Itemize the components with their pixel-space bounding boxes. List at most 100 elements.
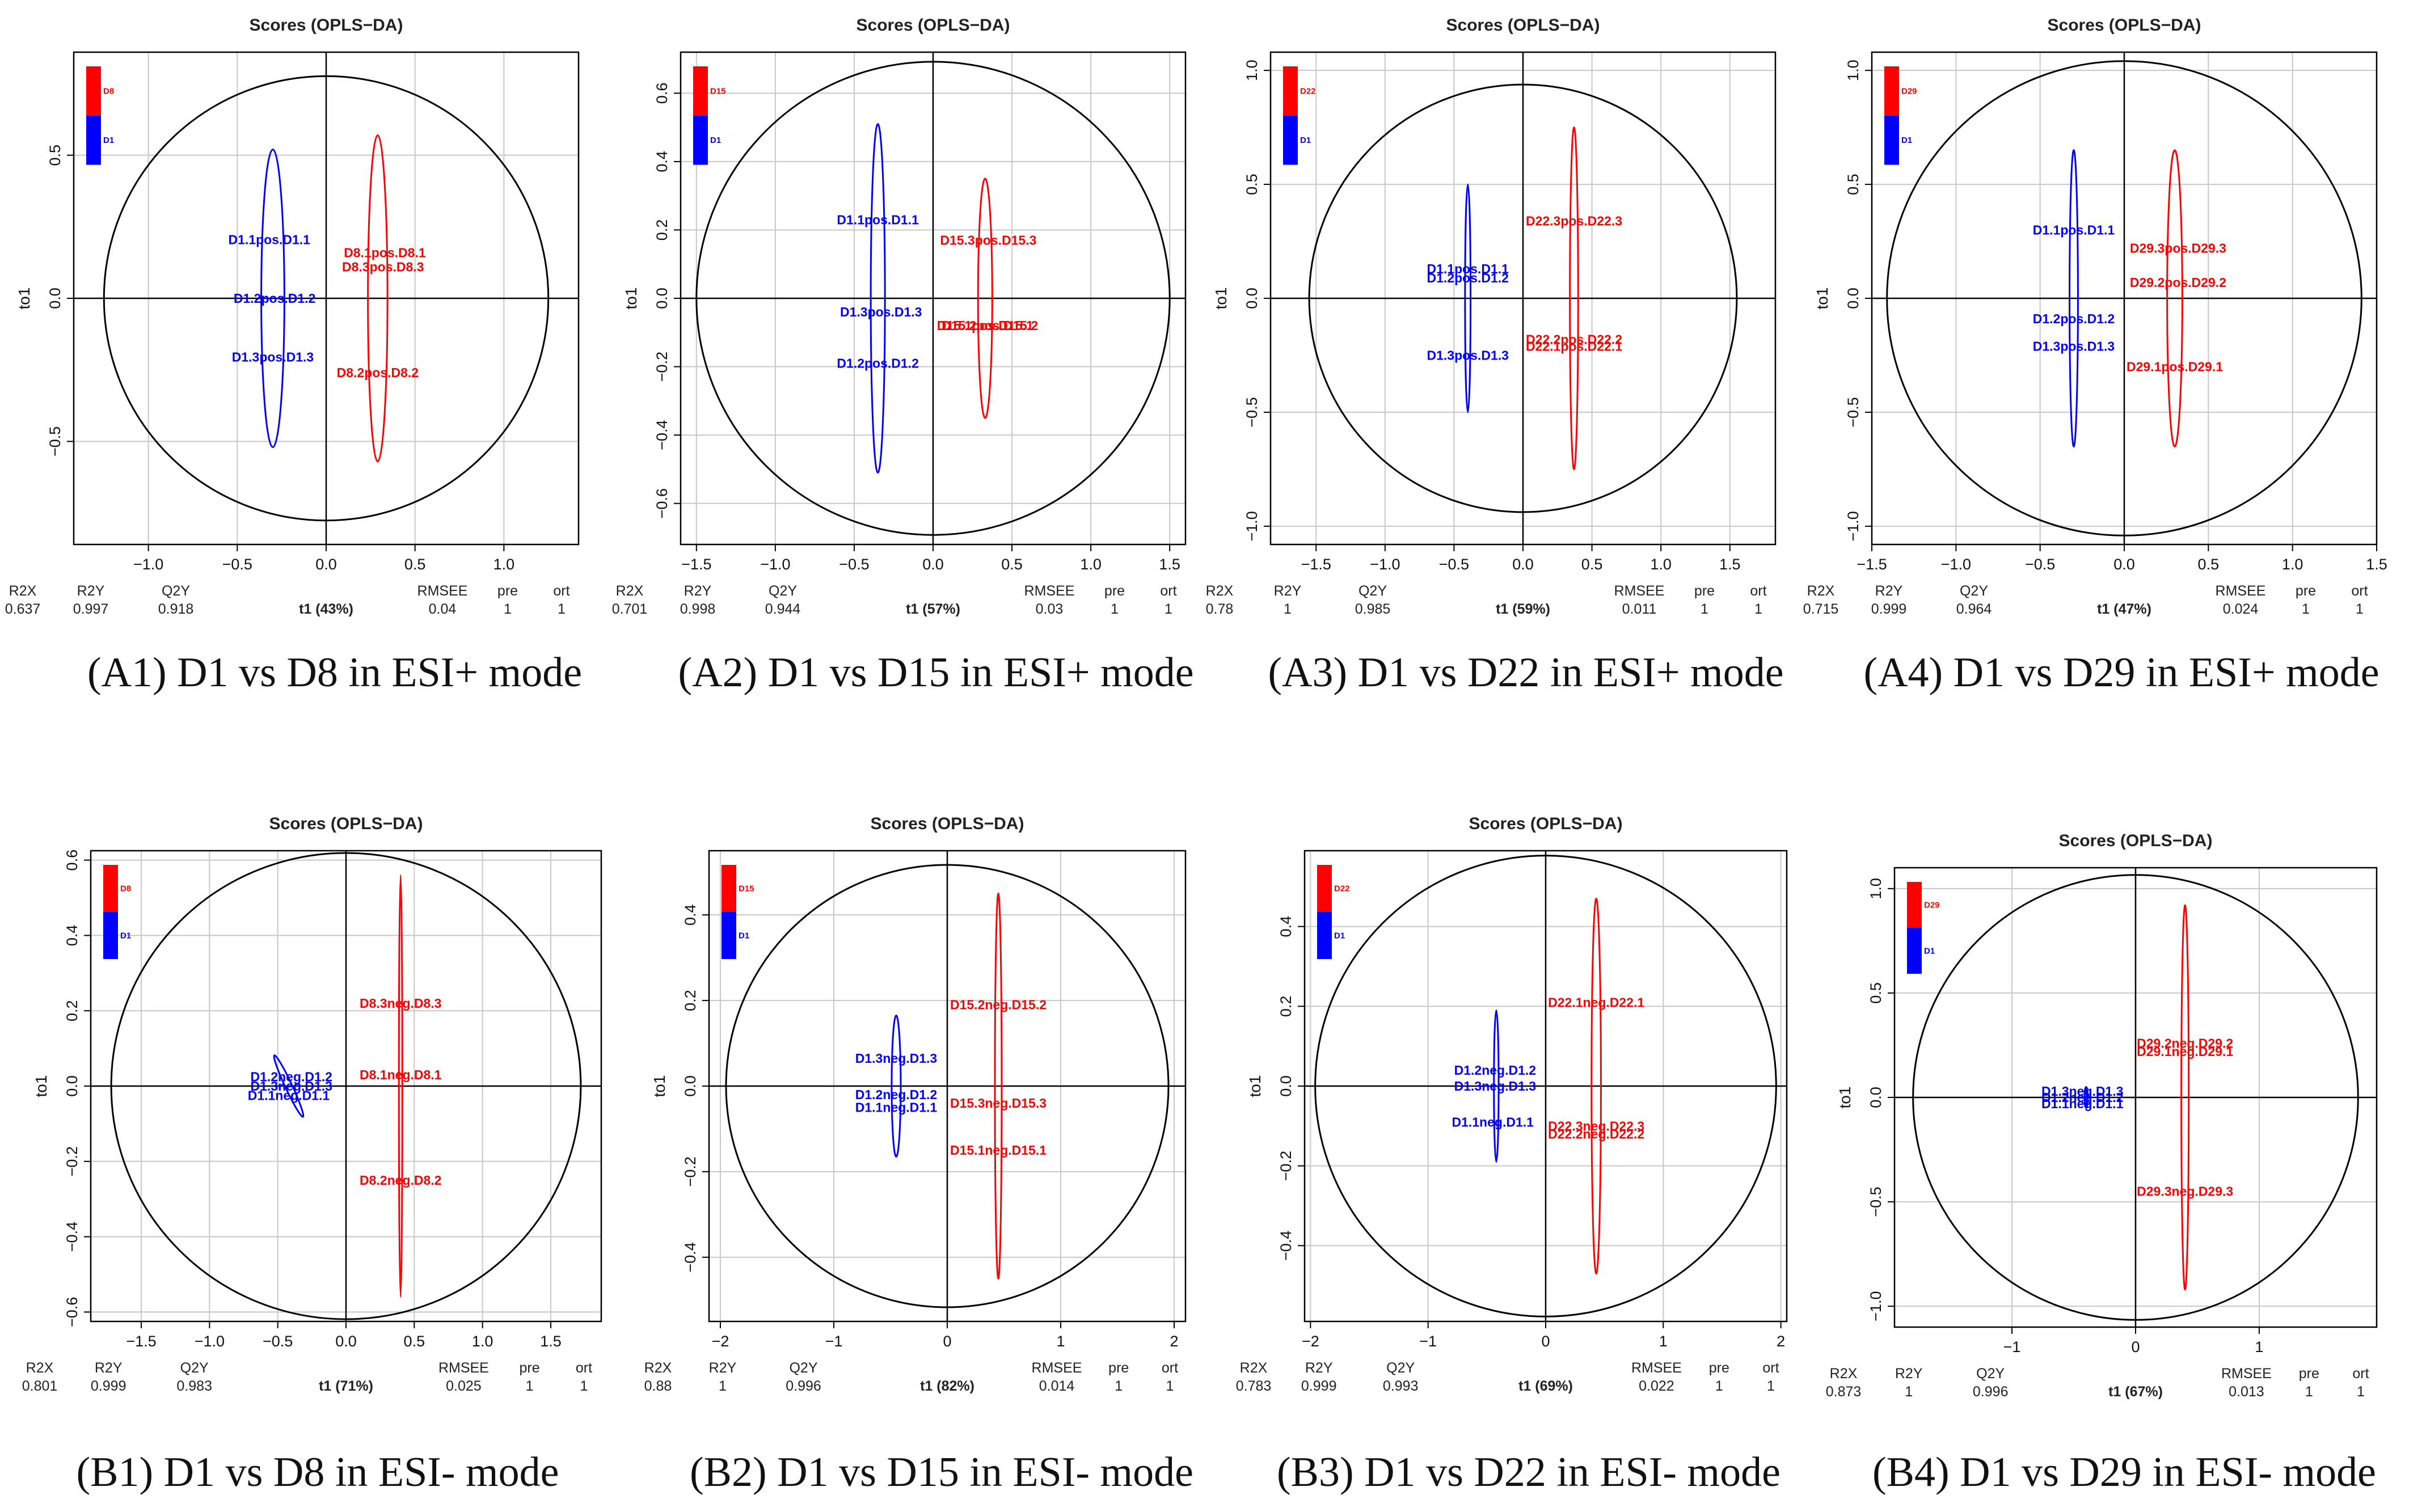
x-tick-label: −1 (1419, 1333, 1437, 1350)
x-tick-label: 1.5 (2366, 556, 2387, 573)
panel-caption: (B3) D1 vs D22 in ESI- mode (1277, 1449, 1781, 1496)
x-tick-label: 0.0 (922, 556, 944, 573)
x-axis-label: t1 (69%) (1518, 1378, 1573, 1394)
stat-header: R2Y (1305, 1360, 1333, 1376)
stat-value: 0.997 (73, 601, 109, 617)
x-tick-label: 0.0 (2113, 556, 2135, 573)
hotelling-circle (725, 864, 1170, 1308)
group-ellipse (2083, 1086, 2089, 1109)
stat-value: 0.701 (612, 601, 648, 617)
y-tick-label: 0.2 (64, 1000, 81, 1021)
y-tick-label: −0.4 (64, 1222, 81, 1252)
stat-value: 0.022 (1639, 1378, 1674, 1394)
panel-b4: Scores (OPLS−DA) D1.3neg.D1.3D1.2neg.D1.2… (1826, 831, 2378, 1496)
x-tick-label: −0.5 (1439, 556, 1469, 573)
panel-a3: Scores (OPLS−DA) D1.1pos.D1.1D1.2pos.D1.2… (1206, 16, 1784, 696)
x-tick-label: −1.0 (760, 556, 790, 573)
stat-header: ort (553, 583, 569, 599)
y-tick-label: 0.2 (682, 990, 699, 1011)
x-tick-label: 0.5 (404, 1333, 425, 1350)
legend-swatch (693, 115, 708, 165)
stat-header: R2X (644, 1360, 672, 1376)
x-tick-label: −0.5 (222, 556, 252, 573)
legend-label: D1 (1924, 947, 1935, 956)
score-point-label: D1.2neg.D1.2 (251, 1069, 332, 1084)
legend-swatch (1317, 912, 1332, 959)
score-point-label: D29.1pos.D29.1 (2127, 360, 2223, 374)
panel-caption: (A2) D1 vs D15 in ESI+ mode (678, 649, 1193, 696)
score-point-label: D1.3pos.D1.3 (232, 349, 314, 364)
stat-header: R2Y (684, 583, 712, 599)
stat-header: ort (2351, 583, 2368, 599)
stat-header: RMSEE (1631, 1360, 1682, 1376)
stat-header: ort (1750, 583, 1766, 599)
legend-label: D22 (1300, 86, 1316, 96)
plot-title: Scores (OPLS−DA) (871, 814, 1024, 833)
x-tick-label: −1 (825, 1333, 843, 1350)
legend-label: D29 (1901, 86, 1917, 96)
score-point-label: D1.1pos.D1.1 (228, 233, 310, 247)
x-tick-label: 2 (1777, 1333, 1785, 1350)
y-tick-label: −0.2 (653, 352, 670, 382)
x-tick-label: 1 (2255, 1338, 2263, 1355)
group-ellipse (891, 1015, 902, 1158)
y-tick-label: 0.0 (1845, 288, 1862, 309)
score-point-label: D1.3pos.D1.3 (1427, 348, 1509, 362)
y-tick-label: 0.4 (1277, 916, 1294, 937)
hotelling-circle (110, 852, 582, 1320)
x-tick-label: 1.0 (493, 556, 515, 573)
stat-header: R2X (1807, 583, 1835, 599)
stat-header: RMSEE (2216, 583, 2266, 599)
stat-value: 1 (1115, 1378, 1123, 1394)
legend-swatch (103, 865, 118, 912)
plot-title: Scores (OPLS−DA) (250, 16, 403, 35)
stat-header: pre (497, 583, 518, 599)
y-tick-label: −0.2 (1277, 1151, 1294, 1181)
y-tick-label: 1.0 (1243, 60, 1260, 81)
hotelling-circle (1886, 60, 2362, 537)
y-tick-label: −0.2 (64, 1146, 81, 1176)
score-point-label: D22.2pos.D22.2 (1526, 332, 1622, 347)
stat-value: 0.985 (1355, 601, 1391, 617)
x-tick-label: 0 (943, 1333, 951, 1350)
plot-title: Scores (OPLS−DA) (857, 16, 1010, 35)
y-tick-label: −1.0 (1243, 511, 1260, 541)
plot-title: Scores (OPLS−DA) (2059, 831, 2213, 850)
score-point-label: D1.1neg.D1.1 (2041, 1096, 2124, 1111)
score-point-label: D1.2pos.D1.2 (2033, 311, 2115, 326)
stat-header: RMSEE (2221, 1366, 2272, 1382)
x-tick-label: −1.0 (195, 1333, 225, 1350)
stat-value: 0.014 (1039, 1378, 1075, 1394)
stat-header: RMSEE (1024, 583, 1075, 599)
y-tick-label: 0.5 (1243, 174, 1260, 195)
score-point-label: D1.3neg.D1.3 (2041, 1084, 2123, 1099)
y-tick-label: 0.4 (682, 904, 699, 926)
score-point-label: D15.3pos.D15.3 (940, 233, 1036, 248)
stat-value: 0.715 (1803, 601, 1839, 617)
x-tick-label: −1.5 (1301, 556, 1331, 573)
x-axis-label: t1 (82%) (920, 1378, 974, 1394)
score-point-label: D15.1pos.D15.1 (937, 318, 1033, 333)
group-ellipse (398, 874, 403, 1298)
stat-header: ort (576, 1360, 592, 1376)
y-tick-label: 0.5 (47, 145, 64, 166)
legend-label: D1 (1300, 136, 1311, 145)
stat-header: RMSEE (417, 583, 468, 599)
score-point-label: D22.3pos.D22.3 (1526, 213, 1622, 228)
stat-value: 0.013 (2229, 1384, 2264, 1400)
stat-value: 1 (1715, 1378, 1723, 1394)
y-tick-label: −0.5 (1243, 397, 1260, 427)
stat-value: 1 (526, 1378, 534, 1394)
legend-swatch (86, 115, 101, 165)
legend-swatch (1884, 115, 1899, 165)
x-tick-label: −1.5 (1857, 556, 1887, 573)
score-point-label: D1.2neg.D1.2 (855, 1087, 937, 1102)
panel-b1: Scores (OPLS−DA) D1.2neg.D1.2D1.3neg.D1.3… (22, 814, 602, 1496)
legend-swatch (1907, 928, 1922, 974)
y-axis-label: to1 (15, 288, 33, 310)
stat-value: 0.996 (1973, 1384, 2009, 1400)
group-ellipse (2069, 149, 2079, 447)
y-tick-label: 0.0 (1243, 288, 1260, 309)
stat-header: Q2Y (789, 1360, 817, 1376)
x-tick-label: −0.5 (263, 1333, 293, 1350)
